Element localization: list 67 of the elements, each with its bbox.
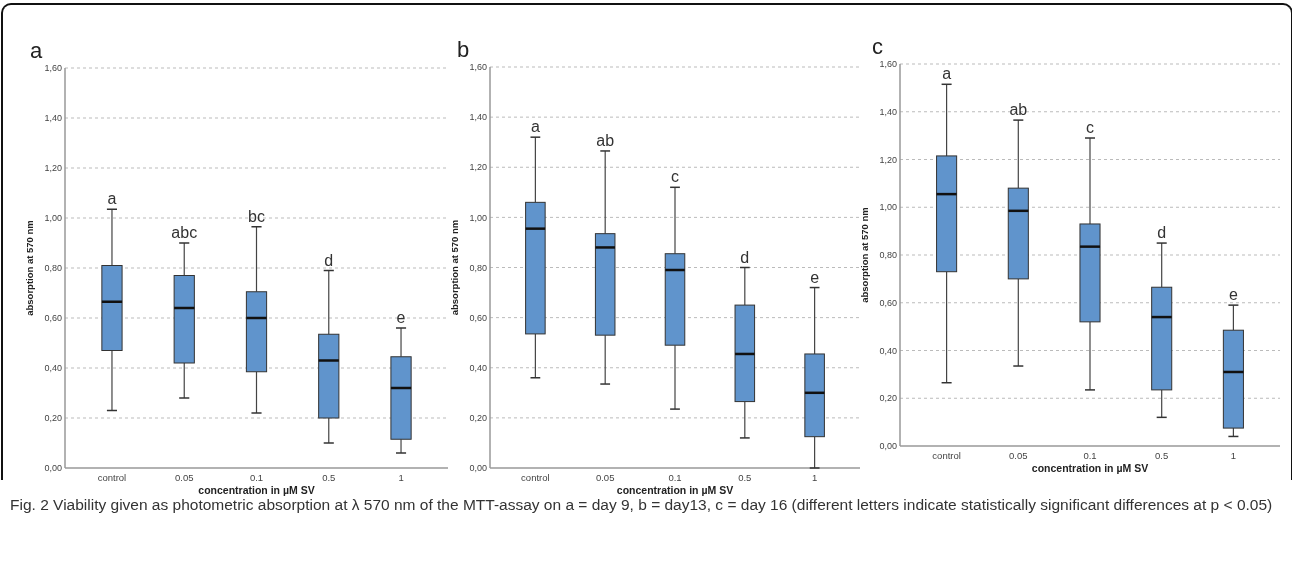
chart-title: a <box>30 38 43 63</box>
y-tick-label: 1,40 <box>879 106 897 117</box>
annotation: e <box>1228 286 1238 304</box>
annotation: c <box>671 168 679 186</box>
annotation: d <box>740 248 750 266</box>
x-tick-label: 1 <box>811 472 818 483</box>
x-tick-label: control <box>521 472 550 483</box>
y-axis-title: absorption at 570 nm <box>24 220 35 316</box>
y-tick-label: 0,00 <box>469 463 487 474</box>
chart-title: c <box>872 34 883 59</box>
x-axis-title: concentration in µM SV <box>198 484 315 496</box>
y-tick-label: 0,40 <box>469 362 487 373</box>
x-tick-label: control <box>932 450 961 461</box>
y-tick-label: 1,40 <box>44 113 62 124</box>
y-tick-label: 1,60 <box>469 62 487 73</box>
x-tick-label: 0.1 <box>1083 450 1097 461</box>
x-tick-label: 0.1 <box>668 472 682 483</box>
x-tick-label: 0.5 <box>738 472 752 483</box>
y-tick-label: 1,20 <box>879 154 897 165</box>
x-tick-label: 0.1 <box>249 472 264 483</box>
annotation: a <box>530 118 540 136</box>
y-tick-label: 0,40 <box>879 345 897 356</box>
y-tick-label: 1,20 <box>469 162 487 173</box>
x-tick-label: 0.5 <box>1155 450 1169 461</box>
annotation: d <box>1157 224 1167 242</box>
x-tick-label: 0.05 <box>174 472 194 483</box>
y-tick-label: 0,00 <box>879 441 897 452</box>
x-tick-label: 1 <box>1230 450 1237 461</box>
y-tick-label: 1,40 <box>469 112 487 123</box>
y-tick-label: 1,00 <box>469 212 487 223</box>
annotation: bc <box>248 207 265 225</box>
y-tick-label: 0,00 <box>44 463 62 474</box>
y-tick-label: 1,00 <box>879 202 897 213</box>
x-tick-label: control <box>97 472 127 483</box>
annotation: d <box>324 251 334 269</box>
caption: Fig. 2 Viability given as photometric absorption at λ 570 nm of the MTT-assay on a = day 9, b = day13, c = day 16 (different letters indicate statistically significant differences at p < 0.05) <box>10 496 1274 515</box>
y-tick-label: 0,40 <box>44 363 62 374</box>
y-tick-label: 0,60 <box>44 313 62 324</box>
y-tick-label: 0,60 <box>879 297 897 308</box>
y-tick-label: 1,20 <box>44 163 62 174</box>
annotation: ab <box>1009 101 1028 119</box>
y-tick-label: 0,80 <box>879 250 897 261</box>
x-tick-label: 0.5 <box>322 472 336 483</box>
y-tick-label: 0,20 <box>44 413 62 424</box>
y-tick-label: 0,20 <box>469 413 487 424</box>
annotation: a <box>107 190 117 208</box>
y-tick-label: 0,20 <box>879 393 897 404</box>
annotation: e <box>810 268 820 286</box>
chart-title: b <box>457 37 470 62</box>
y-tick-label: 1,60 <box>879 59 897 70</box>
y-tick-label: 0,60 <box>469 312 487 323</box>
x-tick-label: 0.05 <box>595 472 615 483</box>
annotation: a <box>942 65 952 83</box>
y-axis-title: absorption at 570 nm <box>859 207 870 303</box>
y-tick-label: 0,80 <box>469 262 487 273</box>
x-axis-title: concentration in µM SV <box>616 484 734 496</box>
x-tick-label: 1 <box>398 472 404 483</box>
y-axis-title: absorption at 570 nm <box>449 219 460 316</box>
annotation: abc <box>171 224 198 241</box>
annotation: c <box>1086 119 1094 137</box>
x-tick-label: 0.05 <box>1009 450 1028 461</box>
y-tick-label: 1,00 <box>44 213 62 224</box>
annotation: ab <box>596 131 615 149</box>
y-tick-label: 0,80 <box>44 263 62 274</box>
x-axis-title: concentration in µM SV <box>1031 462 1149 474</box>
annotation: e <box>396 309 406 326</box>
y-tick-label: 1,60 <box>44 63 62 74</box>
